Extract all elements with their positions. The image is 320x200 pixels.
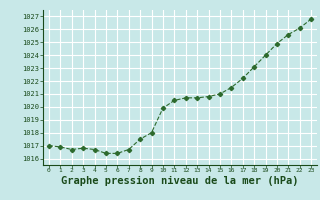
X-axis label: Graphe pression niveau de la mer (hPa): Graphe pression niveau de la mer (hPa) [61,176,299,186]
